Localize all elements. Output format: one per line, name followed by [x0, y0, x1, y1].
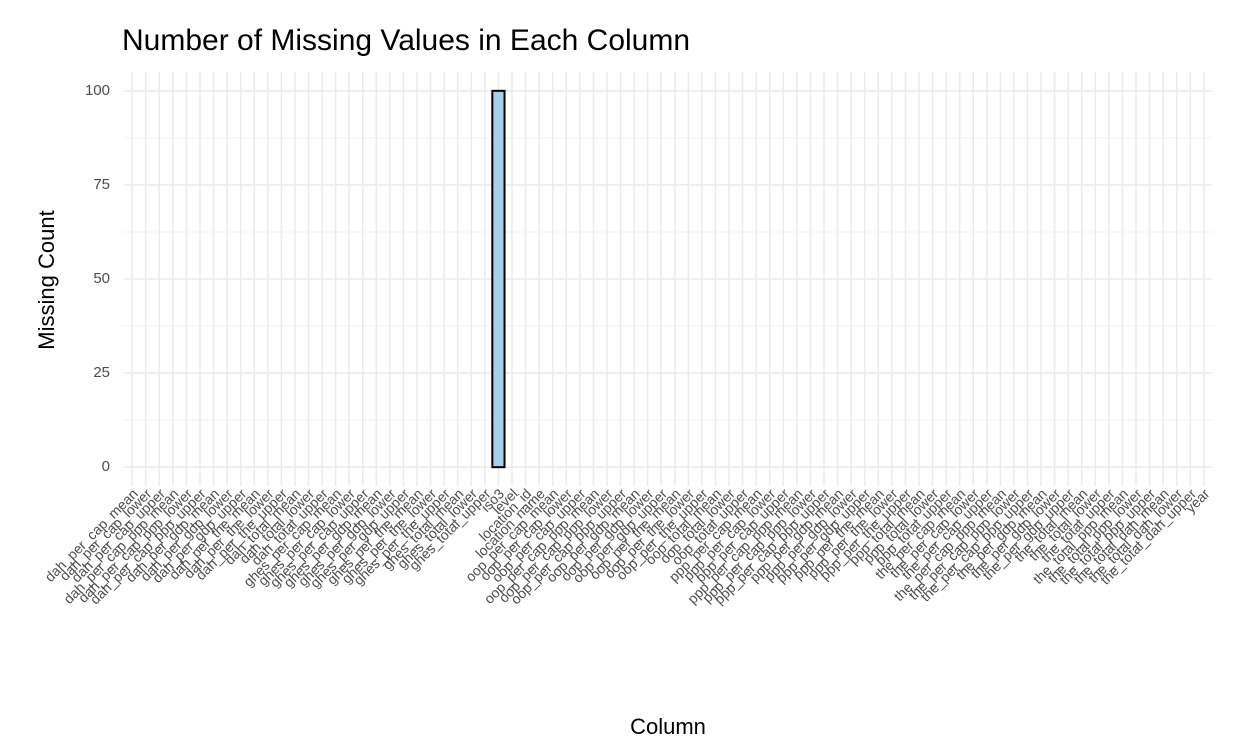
- y-tick-label: 75: [93, 176, 110, 193]
- y-tick-label: 50: [93, 270, 110, 287]
- y-axis-label: Missing Count: [34, 210, 59, 349]
- chart-title: Number of Missing Values in Each Column: [122, 24, 690, 57]
- y-tick-label: 25: [93, 364, 110, 381]
- bar: [491, 89, 506, 469]
- y-tick-label: 0: [102, 458, 110, 475]
- y-tick-label: 100: [85, 82, 110, 99]
- x-axis-label: Column: [630, 714, 706, 739]
